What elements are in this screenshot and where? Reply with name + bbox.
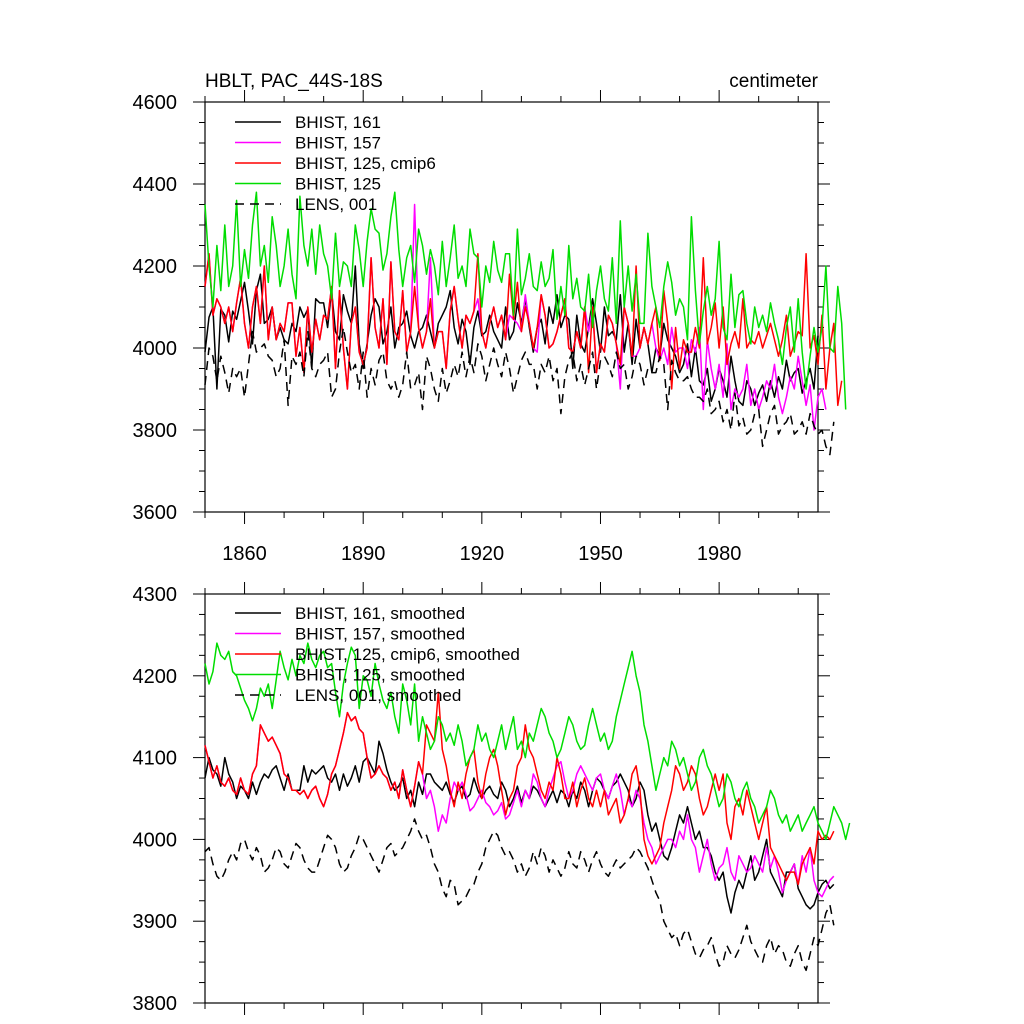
top-panel: HBLT, PAC_44S-18S centimeter 3600 3800 400… (133, 71, 847, 565)
legend-label: BHIST, 125, cmip6, smoothed (295, 645, 520, 664)
x-tick-label: 1860 (222, 543, 267, 565)
y-tick-label: 3800 (133, 993, 178, 1015)
legend-label: BHIST, 125, cmip6 (295, 154, 436, 173)
x-tick-label: 1950 (578, 543, 623, 565)
series-line-4 (204, 818, 835, 972)
y-tick-label: 4200 (133, 256, 178, 278)
legend-label: LENS, 001 (295, 195, 377, 214)
bottom-series-layer (204, 642, 851, 972)
legend-label: BHIST, 161, smoothed (295, 604, 465, 623)
legend-label: BHIST, 125, smoothed (295, 666, 465, 685)
bottom-legend: BHIST, 161, smoothed BHIST, 157, smoothed… (235, 604, 520, 705)
top-panel-title: HBLT, PAC_44S-18S (205, 71, 383, 92)
x-tick-label: 1920 (460, 543, 505, 565)
x-tick-label: 1890 (341, 543, 386, 565)
series-line-0 (204, 740, 835, 914)
y-tick-label: 4000 (133, 829, 178, 851)
y-tick-label: 3900 (133, 911, 178, 933)
top-series-layer (204, 191, 847, 456)
series-line-3 (204, 191, 847, 410)
top-panel-units: centimeter (729, 71, 818, 92)
series-line-2 (204, 252, 843, 407)
legend-label: BHIST, 157, smoothed (295, 625, 465, 644)
x-tick-label: 1980 (697, 543, 742, 565)
legend-label: BHIST, 125 (295, 175, 381, 194)
legend-label: BHIST, 157 (295, 134, 381, 153)
legend-label: LENS, 001, smoothed (295, 686, 461, 705)
series-line-2 (204, 691, 835, 886)
y-tick-label: 3600 (133, 502, 178, 524)
legend-label: BHIST, 161 (295, 113, 381, 132)
bottom-panel: 3800 3900 4000 4100 4200 4300 BHIST, 161, smo… (133, 582, 851, 1015)
top-plot-frame: 3600 3800 4000 4200 4400 4600 1860 1890 1920 1950… (133, 90, 830, 565)
y-tick-label: 4000 (133, 338, 178, 360)
y-tick-label: 4300 (133, 584, 178, 606)
y-tick-label: 3800 (133, 420, 178, 442)
series-line-3 (204, 642, 851, 841)
bottom-plot-frame: 3800 3900 4000 4100 4200 4300 (133, 582, 830, 1015)
series-line-4 (204, 326, 835, 456)
y-tick-label: 4100 (133, 748, 178, 770)
y-tick-label: 4400 (133, 174, 178, 196)
y-tick-label: 4600 (133, 92, 178, 114)
y-tick-label: 4200 (133, 666, 178, 688)
